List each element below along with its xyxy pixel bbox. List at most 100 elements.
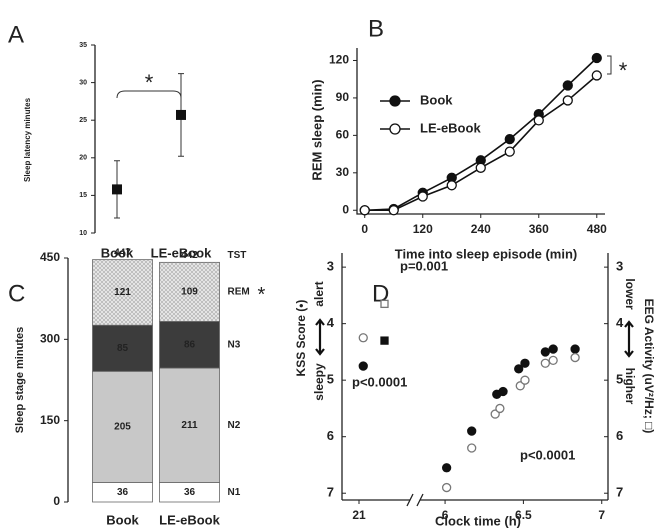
y-tick-label: 150 — [40, 413, 60, 427]
y-tick-label: 20 — [79, 155, 87, 162]
x-tick-label: LE-eBook — [151, 245, 212, 260]
arrow — [624, 320, 634, 358]
marker — [358, 333, 368, 343]
marker — [504, 133, 515, 145]
axis-break — [406, 493, 424, 507]
x-axis-label: Time into sleep episode (min) — [395, 246, 578, 261]
y2-tick-label: 7 — [616, 485, 623, 500]
bar-segment — [92, 259, 153, 326]
marker — [388, 205, 399, 216]
legend-label: LE-eBook — [420, 120, 481, 135]
y-tick-label: 120 — [329, 53, 349, 67]
bracket — [607, 55, 612, 75]
panel-label: B — [368, 15, 384, 42]
legend-marker — [389, 123, 401, 135]
y2-axis-label: EEG Activity (uV²/Hz; □) — [642, 299, 656, 434]
y-tick-label: 10 — [79, 230, 87, 237]
data-label: 86 — [184, 339, 196, 350]
annotation: p=0.001 — [400, 258, 448, 273]
series-label: N2 — [228, 420, 241, 431]
y-tick-label: 5 — [327, 372, 334, 387]
y-tick-label: 30 — [79, 79, 87, 86]
bar-segment — [159, 367, 220, 483]
y-tick-label: 7 — [327, 485, 334, 500]
marker — [520, 358, 530, 368]
x-tick-label: Book — [101, 245, 134, 260]
y-axis-label: REM sleep (min) — [309, 79, 324, 180]
marker — [446, 180, 457, 191]
marker — [441, 482, 452, 493]
y-axis-label: KSS Score (•) — [294, 300, 308, 377]
marker — [504, 146, 515, 157]
data-label: 109 — [181, 287, 198, 298]
marker — [467, 426, 477, 436]
total-label: 447 — [114, 247, 131, 258]
data-label: 36 — [184, 487, 196, 498]
panel-label: A — [8, 21, 24, 48]
y-tick-label: 6 — [327, 428, 334, 443]
axes — [356, 48, 605, 215]
panel-label: C — [8, 280, 25, 307]
x-tick-label: 6.5 — [515, 508, 532, 522]
marker — [591, 70, 602, 81]
marker — [359, 205, 370, 216]
y-axis-label-top: alert — [312, 281, 326, 306]
x-tick-label: LE-eBook — [159, 512, 220, 527]
x-tick-label: 360 — [529, 222, 549, 236]
legend-label: Book — [420, 92, 453, 107]
annotation: * — [145, 70, 154, 95]
marker — [475, 162, 486, 173]
series-label: REM — [228, 287, 250, 298]
x-tick-label: 6 — [442, 508, 449, 522]
y-tick-label: 0 — [342, 202, 349, 216]
bar-segment — [92, 370, 153, 483]
x-tick-label: 0 — [361, 222, 368, 236]
data-label: 85 — [117, 343, 129, 354]
y-tick-label: 4 — [327, 315, 335, 330]
y-tick-label: 90 — [336, 90, 350, 104]
x-axis-label: Clock time (h) — [435, 513, 521, 528]
y2-axis-label-bottom: higher — [623, 368, 637, 405]
marker — [570, 352, 580, 363]
y-tick-label: 3 — [327, 259, 334, 274]
marker — [514, 364, 524, 374]
marker — [417, 191, 428, 202]
marker — [176, 109, 186, 120]
bracket — [116, 90, 182, 99]
marker — [112, 184, 122, 195]
y-tick-label: 35 — [79, 42, 87, 49]
y2-tick-label: 4 — [616, 315, 624, 330]
annotation: * — [258, 284, 266, 306]
y-axis-label: Sleep latency minutes — [23, 97, 32, 182]
x-tick-label: 7 — [598, 508, 605, 522]
y-tick-label: 60 — [336, 128, 350, 142]
series-label: N3 — [228, 339, 241, 350]
y-tick-label: 450 — [40, 250, 60, 264]
marker — [540, 347, 550, 357]
marker — [467, 443, 477, 453]
bar-segment — [92, 324, 153, 372]
marker — [548, 344, 558, 354]
y-tick-label: 300 — [40, 332, 60, 346]
data-label: 211 — [181, 420, 198, 431]
annotation: p<0.0001 — [352, 374, 407, 389]
data-label: 121 — [114, 287, 131, 298]
marker — [380, 299, 389, 309]
y-tick-label: 30 — [336, 165, 350, 179]
total-name: TST — [228, 250, 247, 261]
total-label: 442 — [181, 250, 198, 261]
y-axis-label-bottom: sleepy — [312, 363, 326, 401]
marker — [441, 463, 452, 473]
y-tick-label: 25 — [79, 117, 87, 124]
annotation: * — [619, 58, 628, 83]
y-tick-label: 15 — [79, 192, 87, 199]
y-axis-label: Sleep stage minutes — [14, 327, 26, 433]
series-line — [364, 74, 598, 212]
series-label: N1 — [228, 487, 241, 498]
y2-tick-label: 6 — [616, 428, 623, 443]
data-label: 205 — [114, 422, 131, 433]
marker — [548, 355, 558, 366]
marker — [540, 358, 550, 368]
legend-marker — [389, 95, 401, 107]
